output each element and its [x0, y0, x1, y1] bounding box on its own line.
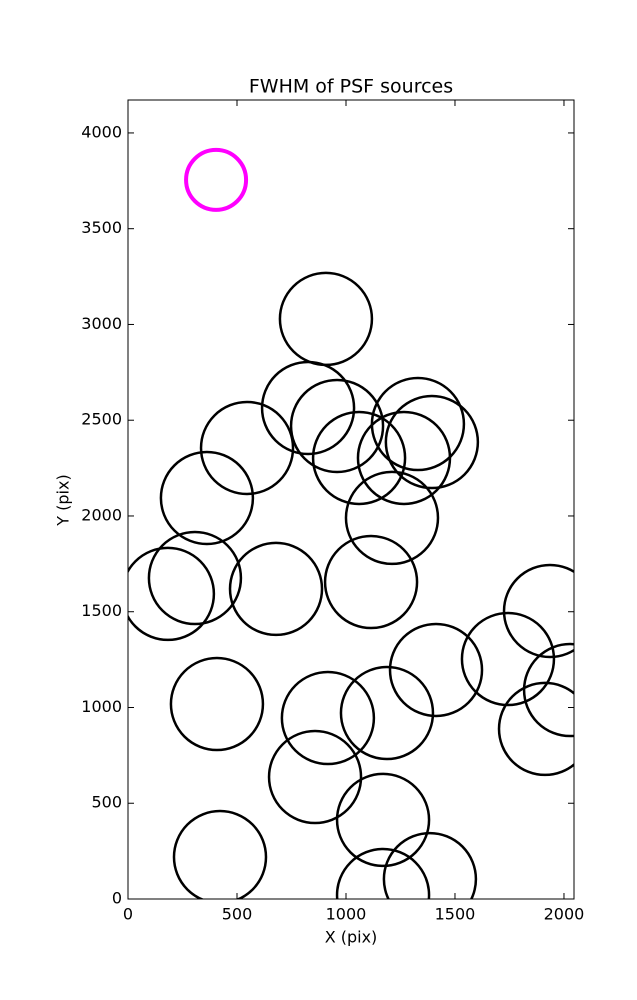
y-tick-label: 1000 [81, 697, 122, 716]
y-tick-label: 3500 [81, 218, 122, 237]
y-axis-label: Y (pix) [54, 474, 73, 526]
psf-source [339, 665, 435, 761]
psf-source [311, 410, 407, 506]
x-tick-label: 1500 [435, 905, 476, 924]
psf-source [344, 470, 440, 566]
x-axis-label: X (pix) [325, 928, 378, 947]
psf-source [388, 622, 484, 718]
x-tick-label: 500 [222, 905, 253, 924]
x-tick-label: 1000 [326, 905, 367, 924]
psf-source [128, 546, 216, 642]
y-tick-label: 4000 [81, 122, 122, 141]
psf-source [159, 450, 255, 546]
psf-source [502, 563, 574, 659]
psf-source [522, 642, 574, 738]
y-tick-label: 0 [112, 889, 122, 908]
psf-source [147, 530, 243, 626]
psf-source [460, 611, 556, 707]
psf-source [323, 534, 419, 630]
axes-frame [127, 99, 575, 900]
psf-source [335, 847, 431, 899]
psf-source [335, 772, 431, 868]
psf-source [356, 410, 452, 506]
y-tick-label: 500 [91, 793, 122, 812]
y-tick-label: 1500 [81, 601, 122, 620]
highlight-source [184, 147, 249, 212]
plot-area [128, 147, 574, 899]
x-tick-label: 0 [123, 905, 133, 924]
y-tick-label: 3000 [81, 314, 122, 333]
psf-source [260, 360, 356, 456]
psf-source [267, 729, 363, 825]
x-tick-label: 2000 [544, 905, 585, 924]
psf-source [169, 656, 265, 752]
psf-source [289, 378, 385, 474]
y-tick-label: 2500 [81, 410, 122, 429]
psf-source [384, 394, 480, 490]
psf-source [497, 681, 574, 777]
psf-source [199, 400, 295, 496]
psf-source [172, 809, 268, 899]
psf-source [228, 541, 324, 637]
psf-source [382, 831, 478, 899]
psf-source [280, 670, 376, 766]
y-tick-label: 2000 [81, 505, 122, 524]
chart-title: FWHM of PSF sources [249, 76, 453, 98]
